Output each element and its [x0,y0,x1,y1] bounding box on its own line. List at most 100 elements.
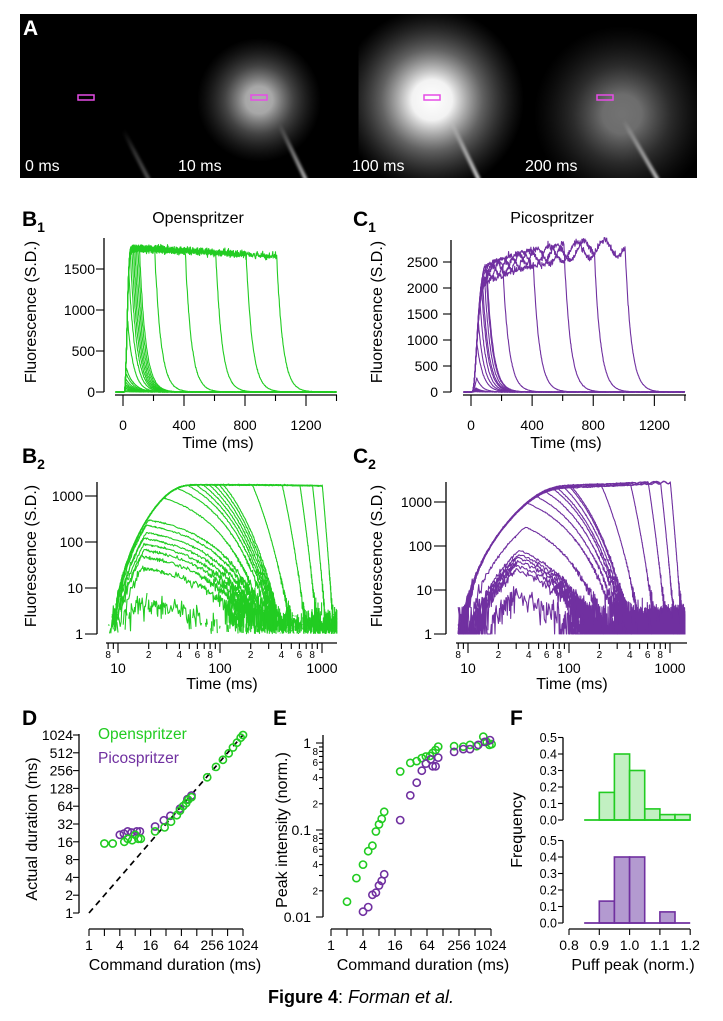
panel-c2: C2 Fluorescence (S.D.) Time (ms) 1101001… [353,445,687,693]
c1-y-tick-label: 2500 [407,254,438,270]
panel-label-a: A [23,17,38,40]
panel-label-c2: C2 [353,445,376,472]
image-frames [77,14,697,178]
b2-minor-x-tick-label: 8 [309,650,315,661]
e-x-tick-label: 1024 [475,937,506,953]
e-x-tick-label: 256 [447,937,471,953]
trace-picospritzer-600ms [458,481,686,635]
f-top-y-tick-label: 0.4 [540,748,557,762]
b2-x-tick-label: 10 [110,660,126,676]
panel-d: D Actual duration (ms) Command duration … [22,707,261,974]
d-y-tick-label: 1024 [42,727,73,743]
b2-y-tick-label: 1 [75,626,83,642]
c2-y-tick-label: 10 [416,582,432,598]
c2-traces [457,480,686,635]
panel-subscript: 1 [368,219,376,235]
c2-minor-x-tick-label: 2 [597,650,603,661]
c1-x-tick-label: 0 [467,417,475,433]
d-x-tick-label: 1 [85,937,93,953]
trace-openspritzer-90ms [112,484,336,634]
b1-x-tick-label: 400 [172,417,196,433]
pipette-tip [277,123,308,178]
d-x-tick-label: 64 [174,937,190,953]
b2-minor-x-tick-label: 8 [207,650,213,661]
c2-minor-x-tick-label: 4 [627,650,633,661]
f-top-y-tick-label: 0.3 [540,764,557,778]
d-y-tick-label: 512 [50,745,74,761]
e-scatter-points [342,732,496,917]
y-axis-title: Peak intensity (norm.) [274,752,291,908]
panel-letter: B [22,445,37,468]
x-axis-title: Time (ms) [530,435,601,452]
b1-traces [115,243,337,393]
point-openspritzer [202,772,212,782]
fluorescence-glow [358,14,524,178]
panel-label-e: E [273,707,287,730]
point-openspritzer [150,827,160,836]
y-axis-title: Actual duration (ms) [24,757,41,900]
b2-minor-x-tick-label: 8 [105,650,111,661]
c1-y-tick-label: 1500 [407,306,438,322]
d-x-tick-label: 4 [116,937,124,953]
d-y-tick-label: 8 [65,852,73,868]
legend-entry-openspritzer: Openspritzer [98,726,187,743]
histogram-bar-picospritzer [613,856,631,924]
trace-openspritzer-600ms [115,244,337,393]
c1-y-tick-label: 0 [430,384,438,400]
panel-label-b2: B2 [22,445,45,472]
f-top-y-tick-label: 0.2 [540,781,557,795]
e-minor-y-tick-label: 2 [312,886,318,897]
e-minor-y-tick-label: 8 [312,747,318,758]
image-frame [358,14,524,178]
x-axis-title: Time (ms) [186,676,257,693]
b2-traces [107,483,337,634]
panel-subscript: 2 [368,456,376,472]
point-openspritzer [363,846,373,856]
frame-label-0ms: 0 ms [25,158,60,175]
image-frame [534,26,697,178]
b2-x-tick-label: 100 [208,660,232,676]
point-openspritzer [123,834,133,844]
chart-title-openspritzer: Openspritzer [152,210,244,227]
e-minor-y-tick-label: 8 [312,834,318,845]
b2-minor-x-tick-label: 4 [177,650,183,661]
f-axes: 0.0 0.1 0.2 0.3 0.4 0.5 0.0 0.1 0.2 0.3 0.4 0.5 0.8 0… [540,731,701,953]
f-x-tick-label: 1.0 [620,937,640,953]
f-top-y-tick-label: 0.1 [540,797,557,811]
point-openspritzer [379,807,389,817]
c2-x-tick-label: 10 [460,660,476,676]
pipette-tip [449,121,481,178]
histogram-bar-picospritzer [659,911,676,924]
d-y-tick-label: 64 [57,798,73,814]
histogram-bar-picospritzer [598,900,616,924]
image-frame [77,94,151,178]
histogram-bar-picospritzer [628,856,646,924]
b1-x-tick-label: 1200 [290,417,321,433]
c2-minor-x-tick-label: 2 [496,650,502,661]
point-picospritzer [431,761,440,771]
panel-label-c1: C1 [353,208,376,235]
panel-e: E Peak intensity (norm.) Command duratio… [273,707,509,974]
e-y-tick-label: 0.1 [292,822,312,838]
point-picospritzer [449,747,459,757]
panel-label-d: D [22,707,37,730]
d-scatter-points [88,730,248,914]
panel-label-f: F [510,707,523,730]
d-y-tick-label: 128 [50,780,74,796]
point-openspritzer [211,762,221,772]
trace-picospritzer-90ms [463,263,686,393]
histogram-bar-openspritzer [628,769,646,821]
panel-b2: B2 Fluorescence (S.D.) Time (ms) 1101001… [22,445,338,693]
c1-y-tick-label: 500 [415,358,439,374]
b1-axes: 0 500 1000 1500 0 400 800 1200 [64,238,338,433]
e-x-tick-label: 4 [359,937,367,953]
e-minor-y-tick-label: 6 [312,758,318,769]
figure-caption: Figure 4: Forman et al. [268,987,454,1007]
trace-picospritzer-1000ms [457,480,686,635]
panel-letter: C [353,208,368,231]
